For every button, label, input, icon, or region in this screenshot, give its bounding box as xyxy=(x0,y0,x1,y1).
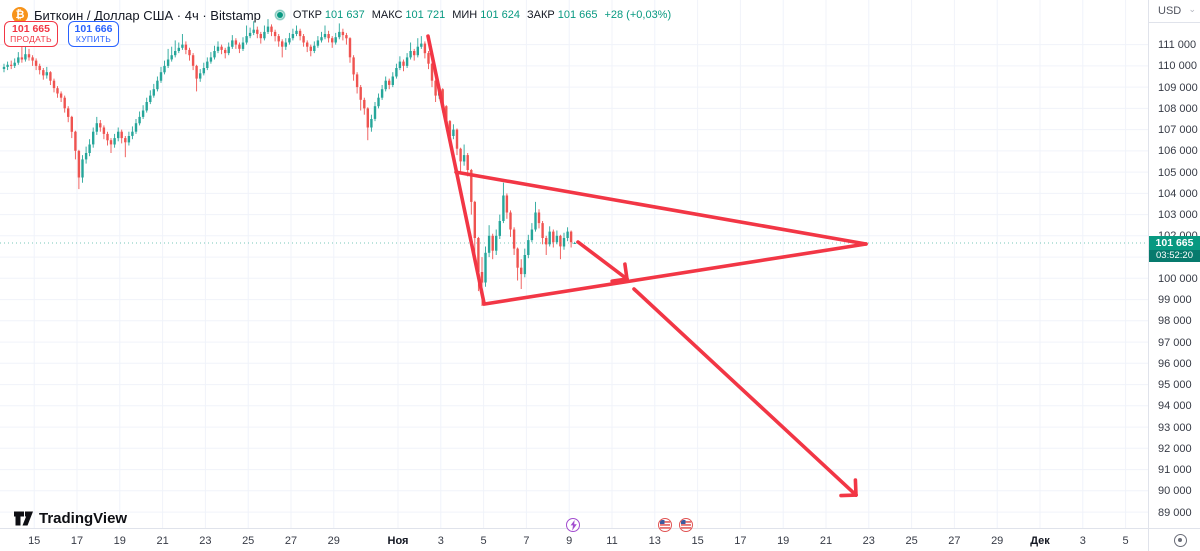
trendline-drawing[interactable] xyxy=(454,170,868,246)
time-tick-label: 3 xyxy=(437,535,444,547)
ohlc-high: МАКС 101 721 xyxy=(371,9,446,21)
buy-price: 101 666 xyxy=(74,23,113,35)
time-tick-label: 15 xyxy=(691,535,704,547)
price-tick-label: 94 000 xyxy=(1158,400,1192,413)
price-tick-label: 111 000 xyxy=(1158,39,1197,52)
price-tick-label: 109 000 xyxy=(1158,81,1198,94)
bar-countdown-badge: 03:52:20 xyxy=(1149,250,1200,262)
price-change: +28 (+0,03%) xyxy=(604,9,672,21)
price-tick-label: 100 000 xyxy=(1158,272,1198,285)
time-tick-label: 19 xyxy=(113,535,126,547)
ohlc-low: МИН 101 624 xyxy=(452,9,520,21)
time-tick-label: 29 xyxy=(991,535,1004,547)
time-tick-label: 21 xyxy=(156,535,169,547)
buy-button[interactable]: 101 666 КУПИТЬ xyxy=(68,21,119,47)
chart-header: ₿ Биткоин / Доллар США · 4ч · Bitstamp О… xyxy=(12,6,671,24)
time-tick-label: 7 xyxy=(523,535,530,547)
arrow-drawing[interactable] xyxy=(632,287,858,497)
economic-event-icon[interactable] xyxy=(566,518,581,532)
time-tick-label: 17 xyxy=(70,535,84,547)
tradingview-logo[interactable]: TradingView xyxy=(14,510,127,527)
time-tick-label: 11 xyxy=(606,535,618,547)
time-tick-label: 21 xyxy=(819,535,833,547)
chevron-down-icon: ⌄ xyxy=(1188,4,1196,14)
price-tick-label: 89 000 xyxy=(1158,506,1192,519)
time-tick-label: 17 xyxy=(734,535,747,547)
candlestick-chart[interactable] xyxy=(0,0,1148,528)
time-tick-label: Ноя xyxy=(387,535,409,547)
time-tick-label: 15 xyxy=(28,535,41,547)
time-tick-label: 13 xyxy=(648,535,661,547)
time-tick-label: 25 xyxy=(242,535,255,547)
ohlc-close: ЗАКР 101 665 xyxy=(526,9,598,21)
arrowhead xyxy=(839,493,858,498)
price-tick-label: 98 000 xyxy=(1158,315,1192,328)
time-tick-label: 29 xyxy=(327,535,340,547)
trendline-drawing[interactable] xyxy=(426,34,486,305)
chart-pane[interactable] xyxy=(0,0,1148,528)
us-flag-event-icon[interactable] xyxy=(658,518,673,532)
sell-price: 101 665 xyxy=(12,23,50,35)
currency-label[interactable]: USD xyxy=(1158,5,1182,17)
price-tick-label: 95 000 xyxy=(1158,379,1192,392)
time-tick-label: 5 xyxy=(1122,535,1129,547)
price-axis[interactable]: USD ⌄ 111 000 110 000 109 000 108 000 107 00… xyxy=(1148,0,1200,528)
arrowhead xyxy=(623,262,629,281)
ohlc-open: ОТКР 101 637 xyxy=(292,9,365,21)
time-tick-label: 5 xyxy=(480,535,487,547)
arrow-drawing[interactable] xyxy=(576,240,629,281)
bitcoin-icon: ₿ xyxy=(12,7,28,23)
trendline-drawing[interactable] xyxy=(482,242,868,306)
timezone-icon[interactable] xyxy=(1174,534,1187,547)
grid xyxy=(0,0,1148,528)
buy-label: КУПИТЬ xyxy=(75,34,112,45)
time-tick-label: 9 xyxy=(566,535,573,547)
sell-label: ПРОДАТЬ xyxy=(10,34,52,45)
price-tick-label: 92 000 xyxy=(1158,442,1192,455)
axes-corner xyxy=(1148,528,1200,551)
arrowhead xyxy=(610,277,629,283)
time-tick-label: 23 xyxy=(199,535,212,547)
tradingview-logo-text: TradingView xyxy=(39,510,128,527)
price-tick-label: 107 000 xyxy=(1158,124,1198,137)
price-tick-label: 106 000 xyxy=(1158,145,1198,158)
time-tick-label: 23 xyxy=(862,535,875,547)
tradingview-logo-icon xyxy=(14,511,33,526)
price-tick-label: 110 000 xyxy=(1158,60,1197,73)
arrowhead xyxy=(853,478,858,497)
price-tick-label: 104 000 xyxy=(1158,187,1198,200)
candles xyxy=(2,19,576,306)
market-open-dot-icon xyxy=(274,10,285,20)
last-price-badge: 101 665 xyxy=(1149,236,1200,250)
time-tick-label: Дек xyxy=(1030,535,1050,547)
sell-button[interactable]: 101 665 ПРОДАТЬ xyxy=(4,21,58,47)
time-tick-label: 3 xyxy=(1079,535,1086,547)
symbol-title[interactable]: Биткоин / Доллар США · 4ч · Bitstamp xyxy=(34,7,261,23)
time-tick-label: 27 xyxy=(948,535,961,547)
time-tick-label: 19 xyxy=(777,535,790,547)
price-tick-label: 93 000 xyxy=(1158,421,1192,434)
price-tick-label: 91 000 xyxy=(1158,464,1192,477)
price-tick-label: 97 000 xyxy=(1158,336,1192,349)
price-tick-label: 99 000 xyxy=(1158,294,1192,307)
us-flag-event-icon[interactable] xyxy=(679,518,693,532)
time-tick-label: 27 xyxy=(284,535,298,547)
price-tick-label: 108 000 xyxy=(1158,102,1198,115)
price-tick-label: 90 000 xyxy=(1158,485,1192,498)
price-tick-label: 96 000 xyxy=(1158,357,1192,370)
time-tick-label: 25 xyxy=(905,535,918,547)
price-tick-label: 105 000 xyxy=(1158,166,1198,179)
price-tick-label: 103 000 xyxy=(1158,209,1198,222)
currency-cell[interactable]: USD ⌄ xyxy=(1149,0,1200,23)
